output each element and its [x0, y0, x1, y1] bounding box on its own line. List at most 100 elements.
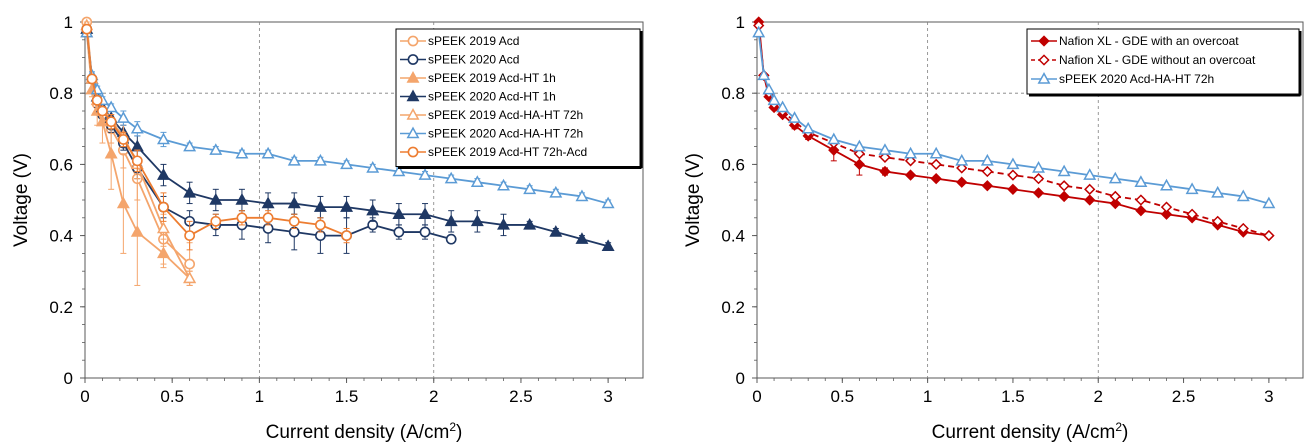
chart2-series-2-point	[1032, 172, 1045, 185]
chart1-series-5-point	[183, 271, 197, 284]
chart2-series-3-point	[767, 93, 781, 106]
chart2-series-2-point	[1109, 190, 1121, 203]
chart1-series-3-point	[104, 146, 118, 159]
chart1-series-6-point	[261, 146, 275, 159]
chart2-series-2-point	[1212, 215, 1224, 228]
chart2-series-3-point	[762, 82, 776, 95]
chart1-series-6-point	[444, 171, 458, 184]
chart2-series-2-point	[1160, 201, 1173, 213]
chart1-series-4-point	[261, 196, 275, 209]
chart1-series-6-point	[470, 175, 484, 187]
chart1-series-6-point	[549, 185, 563, 198]
chart1-series-3-line	[85, 32, 191, 279]
chart2-series-3-point	[788, 111, 802, 123]
chart2-series-1-point	[1135, 205, 1147, 217]
chart1-x-tick-label: 3	[603, 387, 612, 406]
chart1-series-7-point	[288, 215, 300, 227]
chart1-series-1	[81, 16, 196, 286]
chart1-y-tick-label: 1	[64, 13, 73, 32]
chart1-series-4-point	[418, 207, 432, 219]
chart1-series-6	[80, 25, 615, 209]
chart2-series-1-point	[956, 176, 968, 188]
chart1-series-2-point	[393, 226, 405, 238]
chart1-x-axis-label-text: Current density (A/cm	[266, 422, 450, 443]
chart1-x-axis-label-sup: 2	[449, 420, 456, 434]
chart2-series-2-point	[1135, 194, 1147, 206]
chart2-series-3-point	[757, 68, 771, 81]
chart2-series-3-point	[955, 153, 969, 166]
chart1-legend: sPEEK 2019 Acd sPEEK 2020 Acd sPEEK 2019 A…	[395, 28, 643, 169]
chart2-series-2-point	[956, 162, 968, 174]
chart1-series-4-point	[209, 193, 223, 205]
chart2-series-3-point	[1134, 175, 1148, 187]
chart2-series-1-point	[1109, 197, 1121, 210]
chart1-series-7-point	[131, 155, 143, 167]
chart1-y-tick-label: 0	[64, 369, 73, 388]
chart2-series-1-point	[981, 180, 994, 192]
chart1-legend-label-7: sPEEK 2019 Acd-HT 72h-Acd	[428, 145, 587, 159]
chart1-series-6-point	[287, 153, 301, 166]
chart1-legend-label-4: sPEEK 2020 Acd-HT 1h	[428, 90, 556, 104]
chart1-series-6-point	[392, 164, 406, 177]
chart2-y-tick-label: 1	[736, 13, 745, 32]
chart1-series-6-point	[313, 153, 327, 166]
chart1-y-tick-label: 0.8	[49, 84, 73, 103]
chart1-series-6-point	[183, 139, 197, 152]
chart1-legend-marker-2	[407, 54, 419, 65]
chart2-series-1-point	[1160, 208, 1173, 220]
chart2-legend-marker-3	[1037, 72, 1051, 84]
chart1-series-6-point	[340, 157, 354, 170]
chart1-series-4-point	[287, 196, 301, 209]
chart1-series-7-point	[117, 134, 129, 145]
chart2-x-tick-label: 1.5	[1001, 387, 1025, 406]
chart2-series-3-point	[1262, 196, 1276, 209]
chart2-series-1-point	[1084, 194, 1096, 206]
chart2-series-3-point	[1185, 182, 1199, 195]
chart1-series-2-point	[445, 233, 457, 245]
chart2-series-2-point	[1186, 208, 1198, 220]
chart1-x-axis-label-close: )	[456, 422, 462, 443]
chart1-x-tick-label: 1.5	[335, 387, 359, 406]
chart1-series-4-point	[444, 214, 458, 227]
chart1-series-4-point	[392, 207, 406, 219]
chart2-legend-marker-1	[1038, 35, 1050, 47]
chart2-legend-marker-2	[1038, 54, 1050, 66]
chart1-legend-label-1: sPEEK 2019 Acd	[428, 34, 519, 48]
chart1-series-6-point	[366, 161, 380, 173]
chart1-legend-label-6: sPEEK 2020 Acd-HA-HT 72h	[428, 127, 583, 141]
chart1-y-tick-label: 0.4	[49, 227, 73, 246]
chart1-series-7-point	[262, 212, 274, 224]
chart2-legend-box	[1026, 28, 1300, 95]
chart1-series-3-point	[130, 225, 144, 237]
chart2-series-3-point	[1211, 185, 1225, 198]
chart2-legend: Nafion XL - GDE with an overcoat Nafion X…	[1026, 28, 1302, 97]
chart2-y-tick-label: 0.2	[721, 298, 745, 317]
chart2-legend-label-3: sPEEK 2020 Acd-HA-HT 72h	[1059, 72, 1214, 86]
chart1-series-3-point	[156, 246, 170, 259]
chart1-x-tick-label: 0	[80, 387, 89, 406]
chart2-series-3-point	[852, 139, 866, 152]
chart1-series-6-point	[235, 146, 249, 159]
chart2-x-axis-label: Current density (A/cm2)	[932, 420, 1129, 443]
chart2-series-3-point	[1236, 189, 1250, 202]
chart2-series-3-point	[904, 146, 918, 159]
chart2-series-3-point	[752, 25, 766, 38]
chart2-series-1-point	[879, 165, 891, 178]
chart2-series-3-point	[1083, 168, 1097, 180]
chart2-series-2-point	[1237, 222, 1249, 235]
chart1-series-6-point	[497, 178, 510, 191]
chart2-series-3-point	[776, 100, 790, 113]
chart1-series-4-point	[183, 185, 197, 198]
chart2-series-2-point	[1007, 169, 1019, 181]
chart1-series-7-point	[86, 73, 98, 85]
chart2-y-tick-label: 0.6	[721, 155, 745, 174]
chart2-series-3-point	[1006, 157, 1020, 170]
chart2-x-tick-label: 0.5	[830, 387, 854, 406]
chart1-series-7-point	[81, 23, 93, 35]
chart1-series-6-point	[104, 100, 118, 113]
chart1-legend-marker-7	[407, 146, 419, 158]
chart2-series-3-point	[827, 132, 841, 145]
chart2-series-1-point	[1058, 190, 1070, 203]
chart1-series-4-point	[549, 225, 563, 237]
